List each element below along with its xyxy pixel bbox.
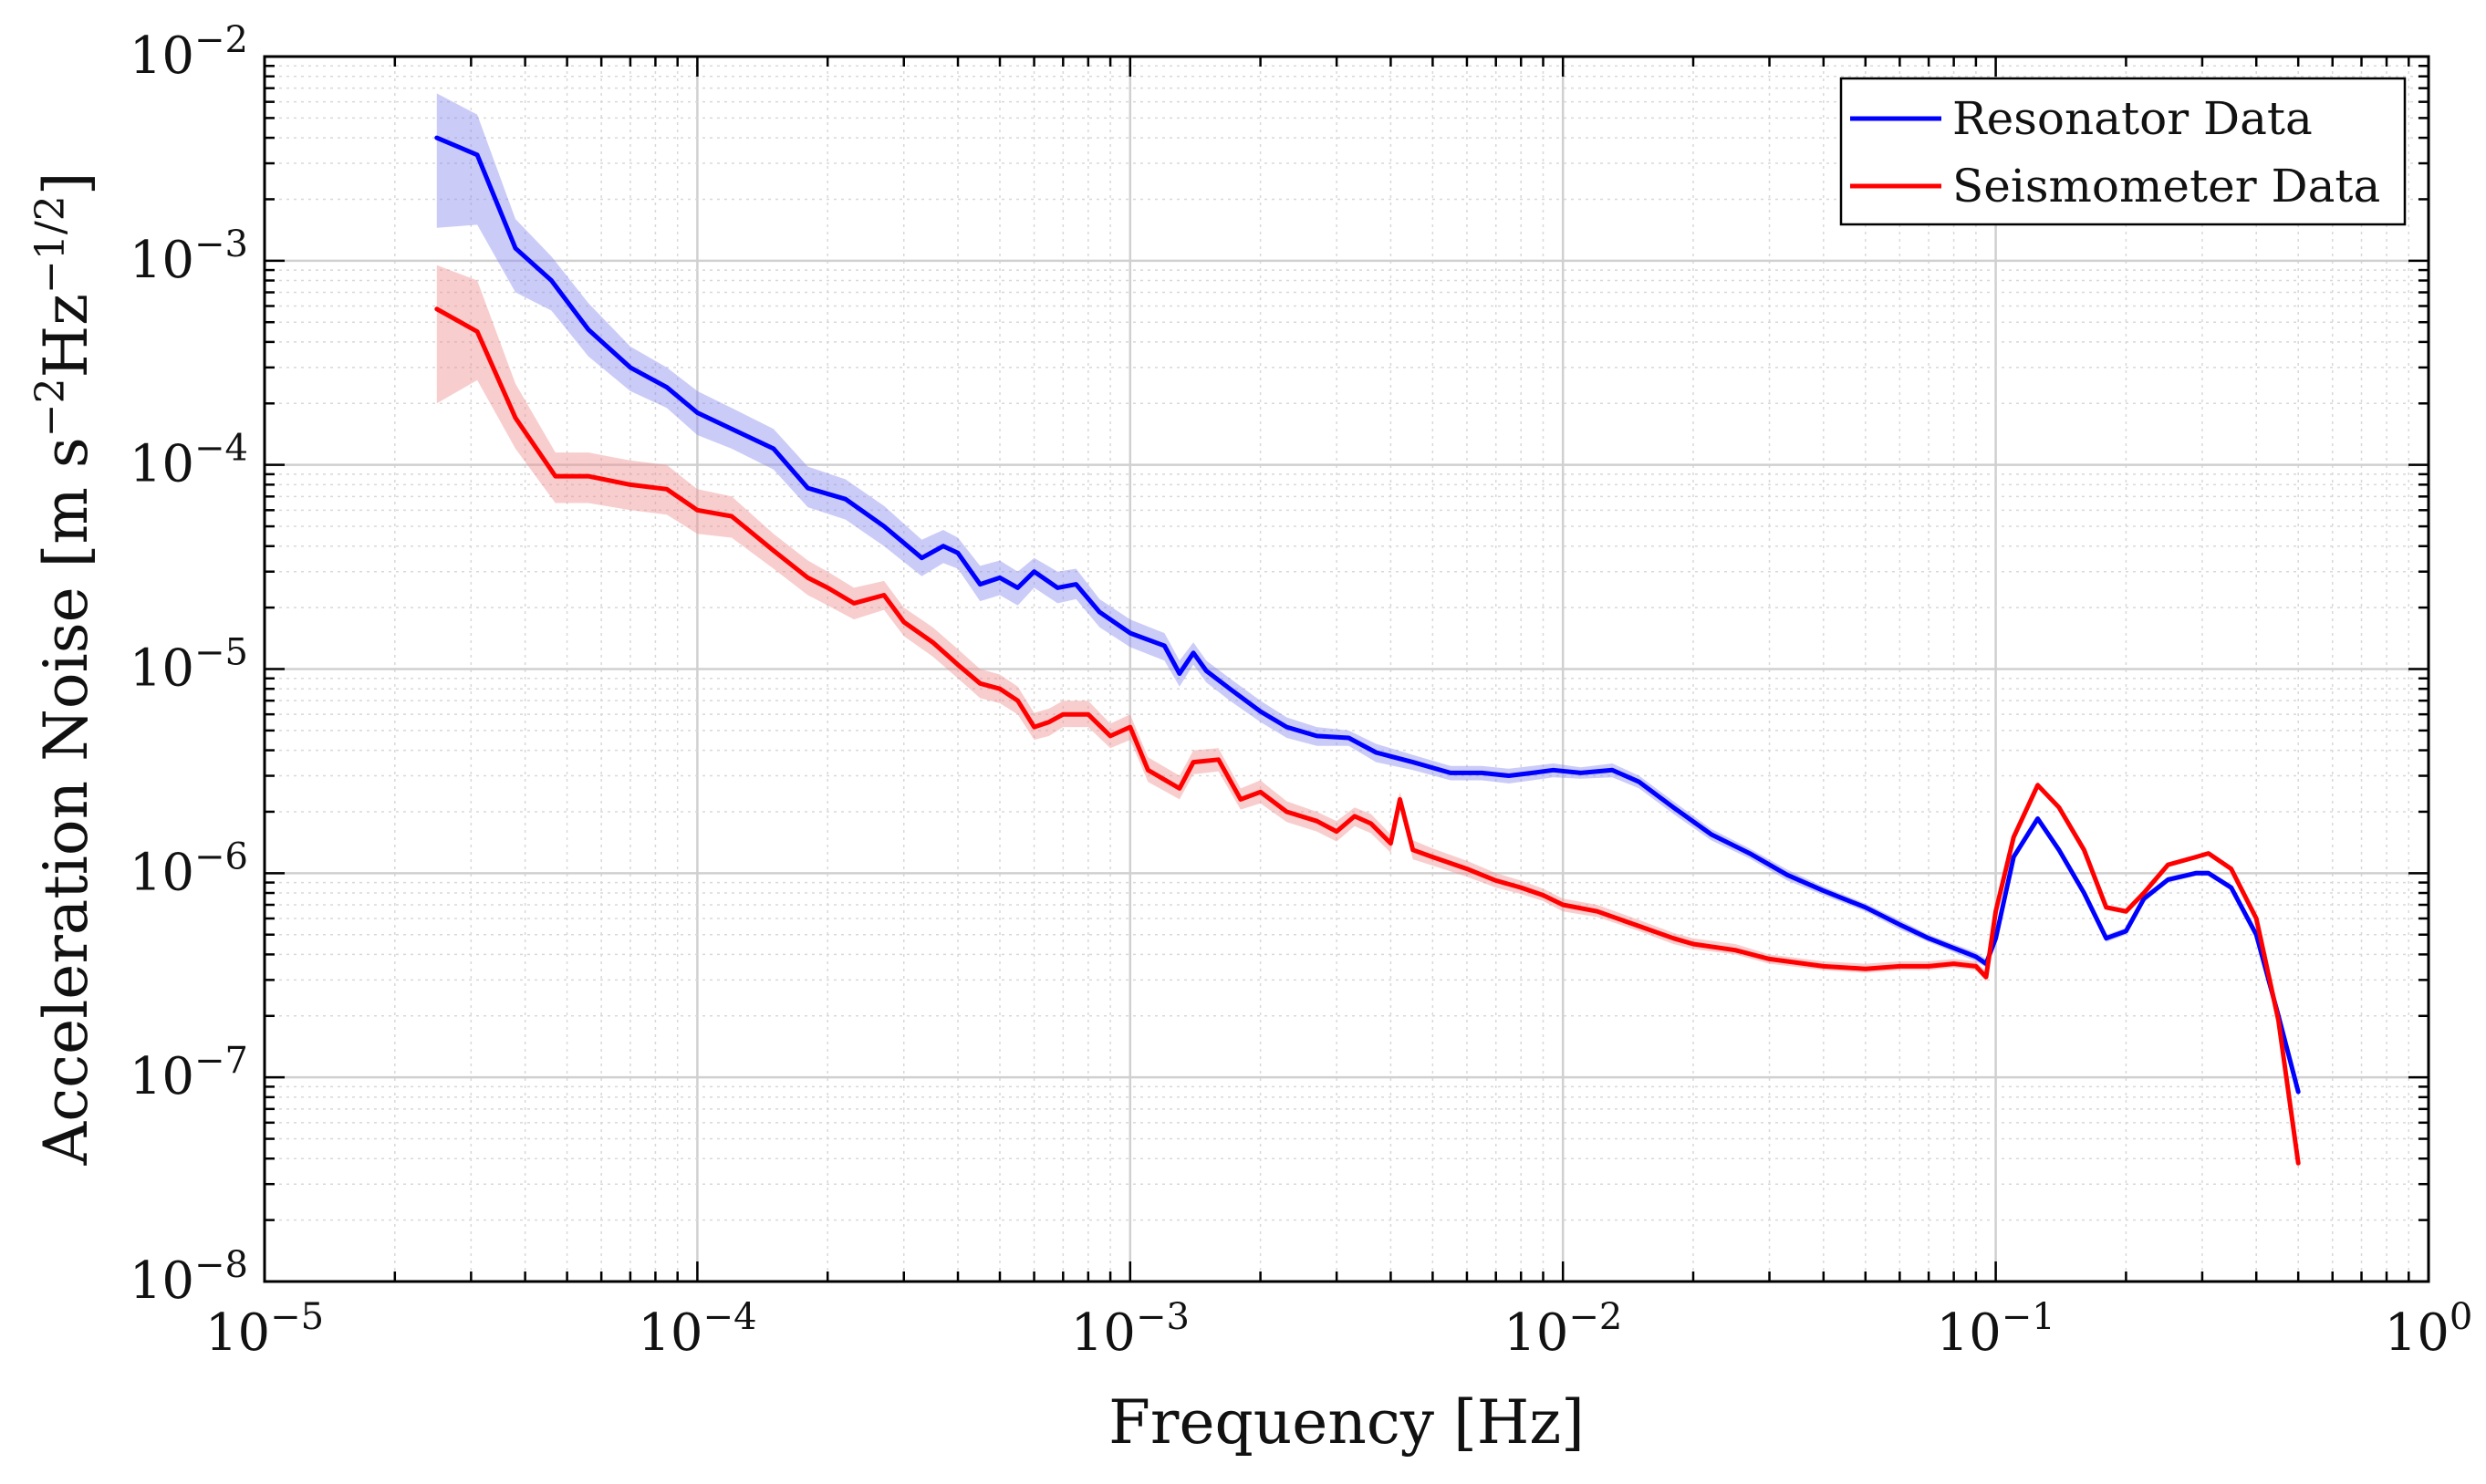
x-tick-label: 100 [2385, 1296, 2473, 1363]
y-tick-label: 10−8 [130, 1244, 248, 1311]
y-tick-label: 10−5 [130, 632, 248, 699]
y-tick-label: 10−3 [130, 223, 248, 290]
x-tick-label: 10−5 [205, 1296, 324, 1363]
x-tick-label: 10−1 [1936, 1296, 2054, 1363]
x-tick-label: 10−4 [638, 1296, 756, 1363]
y-tick-label: 10−7 [130, 1040, 248, 1106]
legend: Resonator Data Seismometer Data [1839, 77, 2407, 226]
seismometer-data-line [434, 306, 2301, 1166]
x-axis-label: Frequency [Hz] [1108, 1387, 1585, 1458]
y-axis-label: Acceleration Noise [m s−2Hz−1/2] [27, 172, 102, 1167]
series-lines [434, 135, 2301, 1166]
x-tick-label: 10−2 [1503, 1296, 1622, 1363]
axis-ticks [263, 55, 2430, 1283]
resonator-data-line [434, 135, 2301, 1095]
x-tick-label: 10−3 [1071, 1296, 1190, 1363]
legend-box [1839, 77, 2407, 226]
x-tick-labels: 10−5 10−4 10−3 10−2 10−1 100 [205, 1296, 2472, 1363]
legend-label-resonator: Resonator Data [1952, 92, 2313, 145]
y-tick-label: 10−2 [130, 19, 248, 86]
grid [265, 57, 2429, 1282]
y-tick-labels: 10−8 10−7 10−6 10−5 10−4 10−3 10−2 [130, 19, 248, 1311]
legend-label-seismometer: Seismometer Data [1952, 160, 2380, 213]
y-tick-label: 10−6 [130, 835, 248, 902]
y-tick-label: 10−4 [130, 428, 248, 494]
